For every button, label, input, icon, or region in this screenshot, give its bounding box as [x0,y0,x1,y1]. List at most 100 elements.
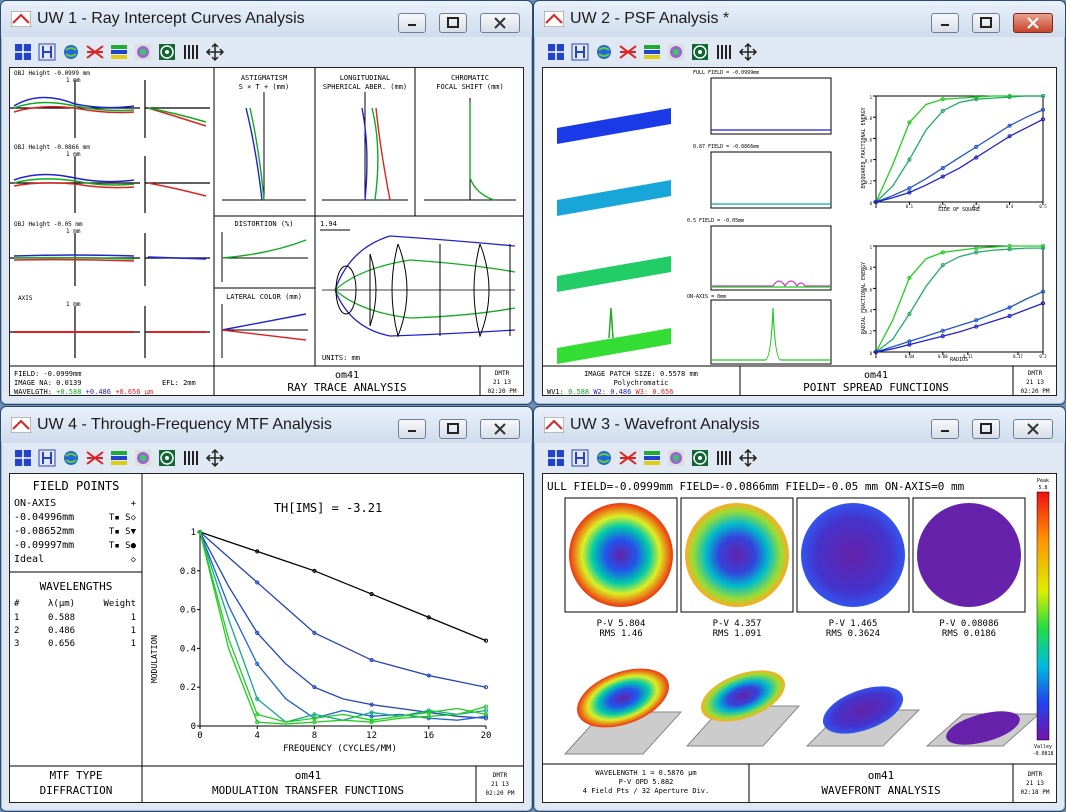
splitter-tool-button[interactable] [37,448,57,468]
close-button[interactable] [480,419,520,439]
globe-tool-button[interactable] [594,448,614,468]
arrows-tool-button[interactable] [205,42,225,62]
titlebar[interactable]: UW 1 - Ray Intercept Curves Analysis [1,1,532,37]
footer-wavelengths: WV1: 0.588 W2: 0.486 W3: 0.656 [547,388,673,396]
splitter-tool-button[interactable] [570,42,590,62]
window-uw1[interactable]: UW 1 - Ray Intercept Curves Analysis OBJ… [0,0,533,405]
arrows-tool-button[interactable] [738,42,758,62]
bars-tool-button[interactable] [714,42,734,62]
footer-field: FIELD: -0.0999mm [14,370,81,378]
layers-tool-button[interactable] [642,42,662,62]
window-uw3[interactable]: UW 3 - Wavefront Analysis ULL FIELD=-0.0… [533,406,1066,812]
bars-tool-button[interactable] [714,448,734,468]
field-point-marker: + [131,499,137,509]
ray-tool-button[interactable] [85,42,105,62]
footer-date: 21 13 [491,781,509,788]
footer-date: 21 13 [1026,379,1044,386]
layers-icon [111,45,127,59]
series-line-5 [199,531,487,723]
ray-tool-button[interactable] [618,42,638,62]
ray-intercept-plots: OBJ Height -0.0999 mm 1 mm OBJ Height -0… [10,70,210,358]
globe-tool-button[interactable] [594,42,614,62]
maximize-button[interactable] [439,13,467,33]
y-tick-label: 0.2 [180,683,196,693]
pv-1: P-V 5.804 [597,619,646,629]
maximize-button[interactable] [439,419,467,439]
footer-analysis: POINT SPREAD FUNCTIONS [803,381,949,394]
close-button[interactable] [480,13,520,33]
footer-time: 02:20 PM [486,790,515,797]
minimize-button[interactable] [398,13,426,33]
data-point [1007,313,1012,319]
minimize-button[interactable] [398,419,426,439]
radial-energy-chart: RADIAL FRACTIONAL ENERGY RADIUS 0 0.04 0.0… [861,243,1047,363]
target-tool-button[interactable] [157,448,177,468]
target-tool-button[interactable] [690,448,710,468]
grid-tool-button[interactable] [546,448,566,468]
globe-tool-button[interactable] [61,42,81,62]
y-tick-label: 0.8 [180,567,196,577]
splitter-tool-button[interactable] [37,42,57,62]
maximize-icon [980,423,992,434]
target-tool-button[interactable] [690,42,710,62]
splitter-icon [571,449,589,467]
data-point [426,673,431,678]
x-tick-label: 0.3 [973,204,981,209]
wavelength-cell: 1 [131,626,136,636]
grid-tool-button[interactable] [546,42,566,62]
data-point [907,186,912,191]
target-tool-button[interactable] [157,42,177,62]
arrows-tool-button[interactable] [205,448,225,468]
grid-tool-button[interactable] [13,42,33,62]
x-tick-label: 0.2 [939,204,947,209]
bars-tool-button[interactable] [181,448,201,468]
bars-icon [717,451,731,465]
spot-tool-button[interactable] [666,42,686,62]
arrows-tool-button[interactable] [738,448,758,468]
bars-tool-button[interactable] [181,42,201,62]
data-point [369,657,374,663]
globe-tool-button[interactable] [61,448,81,468]
y-tick-label: 0.2 [865,180,873,185]
minimize-button[interactable] [931,419,959,439]
y-tick-label: 0 [191,722,196,732]
y-tick-label: 0.6 [180,606,196,616]
spot-tool-button[interactable] [666,448,686,468]
titlebar[interactable]: UW 3 - Wavefront Analysis [534,407,1065,443]
close-button[interactable] [1013,13,1053,33]
ray-tool-button[interactable] [85,448,105,468]
minimize-button[interactable] [931,13,959,33]
splitter-tool-button[interactable] [570,448,590,468]
close-icon [1027,423,1039,435]
data-point [312,568,317,573]
target-icon [159,44,175,60]
arrows-icon [205,42,225,62]
rad-ylabel: RADIAL FRACTIONAL ENERGY [861,262,867,334]
data-point [940,174,945,179]
data-point [1007,123,1012,128]
ray-tool-button[interactable] [618,448,638,468]
footer-dmtr: DMTR [1028,771,1043,778]
wavelength-cell: 2 [14,626,19,636]
spot-tool-button[interactable] [133,448,153,468]
data-point [974,318,979,323]
maximize-icon [447,423,459,434]
x-tick-label: 0.4 [1006,204,1014,209]
layers-tool-button[interactable] [109,448,129,468]
layers-tool-button[interactable] [109,42,129,62]
titlebar[interactable]: UW 4 - Through-Frequency MTF Analysis [1,407,532,443]
field-point-label: -0.08652mm [14,526,74,537]
mtf-ylabel: MODULATION [150,635,159,683]
grid-tool-button[interactable] [13,448,33,468]
window-uw2[interactable]: UW 2 - PSF Analysis * FULL FIELD = -0.09… [533,0,1066,405]
maximize-button[interactable] [972,13,1000,33]
toolbar [546,42,786,64]
footer-na: IMAGE NA: 0.0139 [14,379,81,387]
astig-title: ASTIGMATISM [241,74,287,82]
titlebar[interactable]: UW 2 - PSF Analysis * [534,1,1065,37]
layers-tool-button[interactable] [642,448,662,468]
window-uw4[interactable]: UW 4 - Through-Frequency MTF Analysis FI… [0,406,533,812]
maximize-button[interactable] [972,419,1000,439]
spot-tool-button[interactable] [133,42,153,62]
close-button[interactable] [1013,419,1053,439]
